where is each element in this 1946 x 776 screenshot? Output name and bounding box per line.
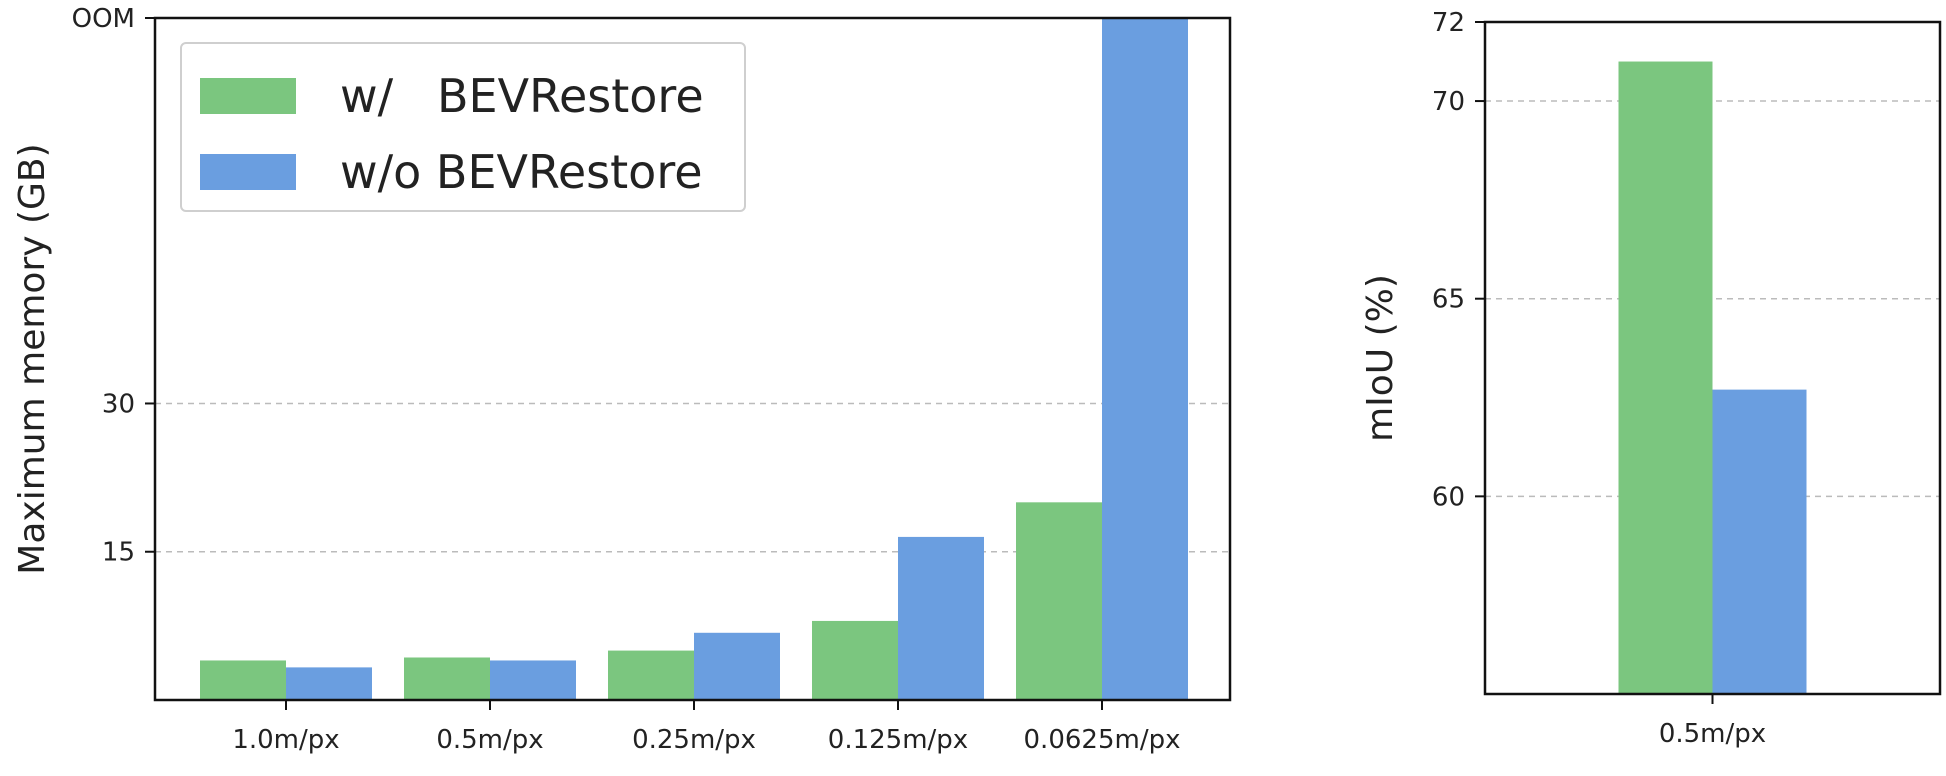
x-tick-label-p0-0: 1.0m/px bbox=[232, 725, 339, 755]
legend-item-with: w/ BEVRestore bbox=[200, 68, 704, 124]
bar-p0-wbevrestore-3 bbox=[812, 620, 898, 700]
y-tick-label-p1-2: 70 bbox=[1432, 87, 1465, 117]
y-tick-label-p1-3: 72 bbox=[1432, 8, 1465, 38]
legend-swatch-without bbox=[200, 154, 296, 190]
bar-p0-wobevrestore-0 bbox=[286, 667, 372, 700]
legend-swatch-with bbox=[200, 78, 296, 114]
plot-frame-p1 bbox=[1483, 20, 1942, 696]
bar-p0-wobevrestore-3 bbox=[898, 536, 984, 700]
bar-p0-wobevrestore-2 bbox=[694, 632, 780, 700]
y-tick-label-p0-0: 15 bbox=[102, 538, 135, 568]
bar-p0-wbevrestore-1 bbox=[404, 657, 490, 700]
bar-p0-wbevrestore-2 bbox=[608, 650, 694, 700]
y-tick-label-p0-2: OOM bbox=[72, 4, 135, 34]
legend-item-without: w/o BEVRestore bbox=[200, 144, 703, 200]
legend-label-with: w/ BEVRestore bbox=[340, 69, 704, 123]
bar-p0-wbevrestore-0 bbox=[200, 660, 286, 700]
bar-p1-wbevrestore-0 bbox=[1618, 61, 1713, 694]
y-axis-label-p1: mIoU (%) bbox=[1360, 274, 1401, 442]
bar-p1-wobevrestore-0 bbox=[1712, 389, 1807, 694]
plot-frame-p0 bbox=[153, 16, 1232, 702]
y-axis-label-p0: Maximum memory (GB) bbox=[12, 143, 53, 574]
bar-p0-wobevrestore-1 bbox=[490, 660, 576, 700]
legend-label-without: w/o BEVRestore bbox=[340, 145, 703, 199]
x-tick-label-p0-3: 0.125m/px bbox=[828, 725, 968, 755]
y-tick-label-p1-0: 60 bbox=[1432, 482, 1465, 512]
x-tick-label-p1-0: 0.5m/px bbox=[1659, 719, 1766, 749]
bar-p0-wbevrestore-4 bbox=[1016, 502, 1102, 700]
x-tick-label-p0-2: 0.25m/px bbox=[632, 725, 756, 755]
legend: w/ BEVRestore w/o BEVRestore bbox=[180, 42, 746, 212]
x-tick-label-p0-4: 0.0625m/px bbox=[1024, 725, 1181, 755]
y-tick-label-p1-1: 65 bbox=[1432, 285, 1465, 315]
y-tick-label-p0-1: 30 bbox=[102, 389, 135, 419]
x-tick-label-p0-1: 0.5m/px bbox=[436, 725, 543, 755]
bar-p0-wobevrestore-4 bbox=[1102, 18, 1188, 700]
